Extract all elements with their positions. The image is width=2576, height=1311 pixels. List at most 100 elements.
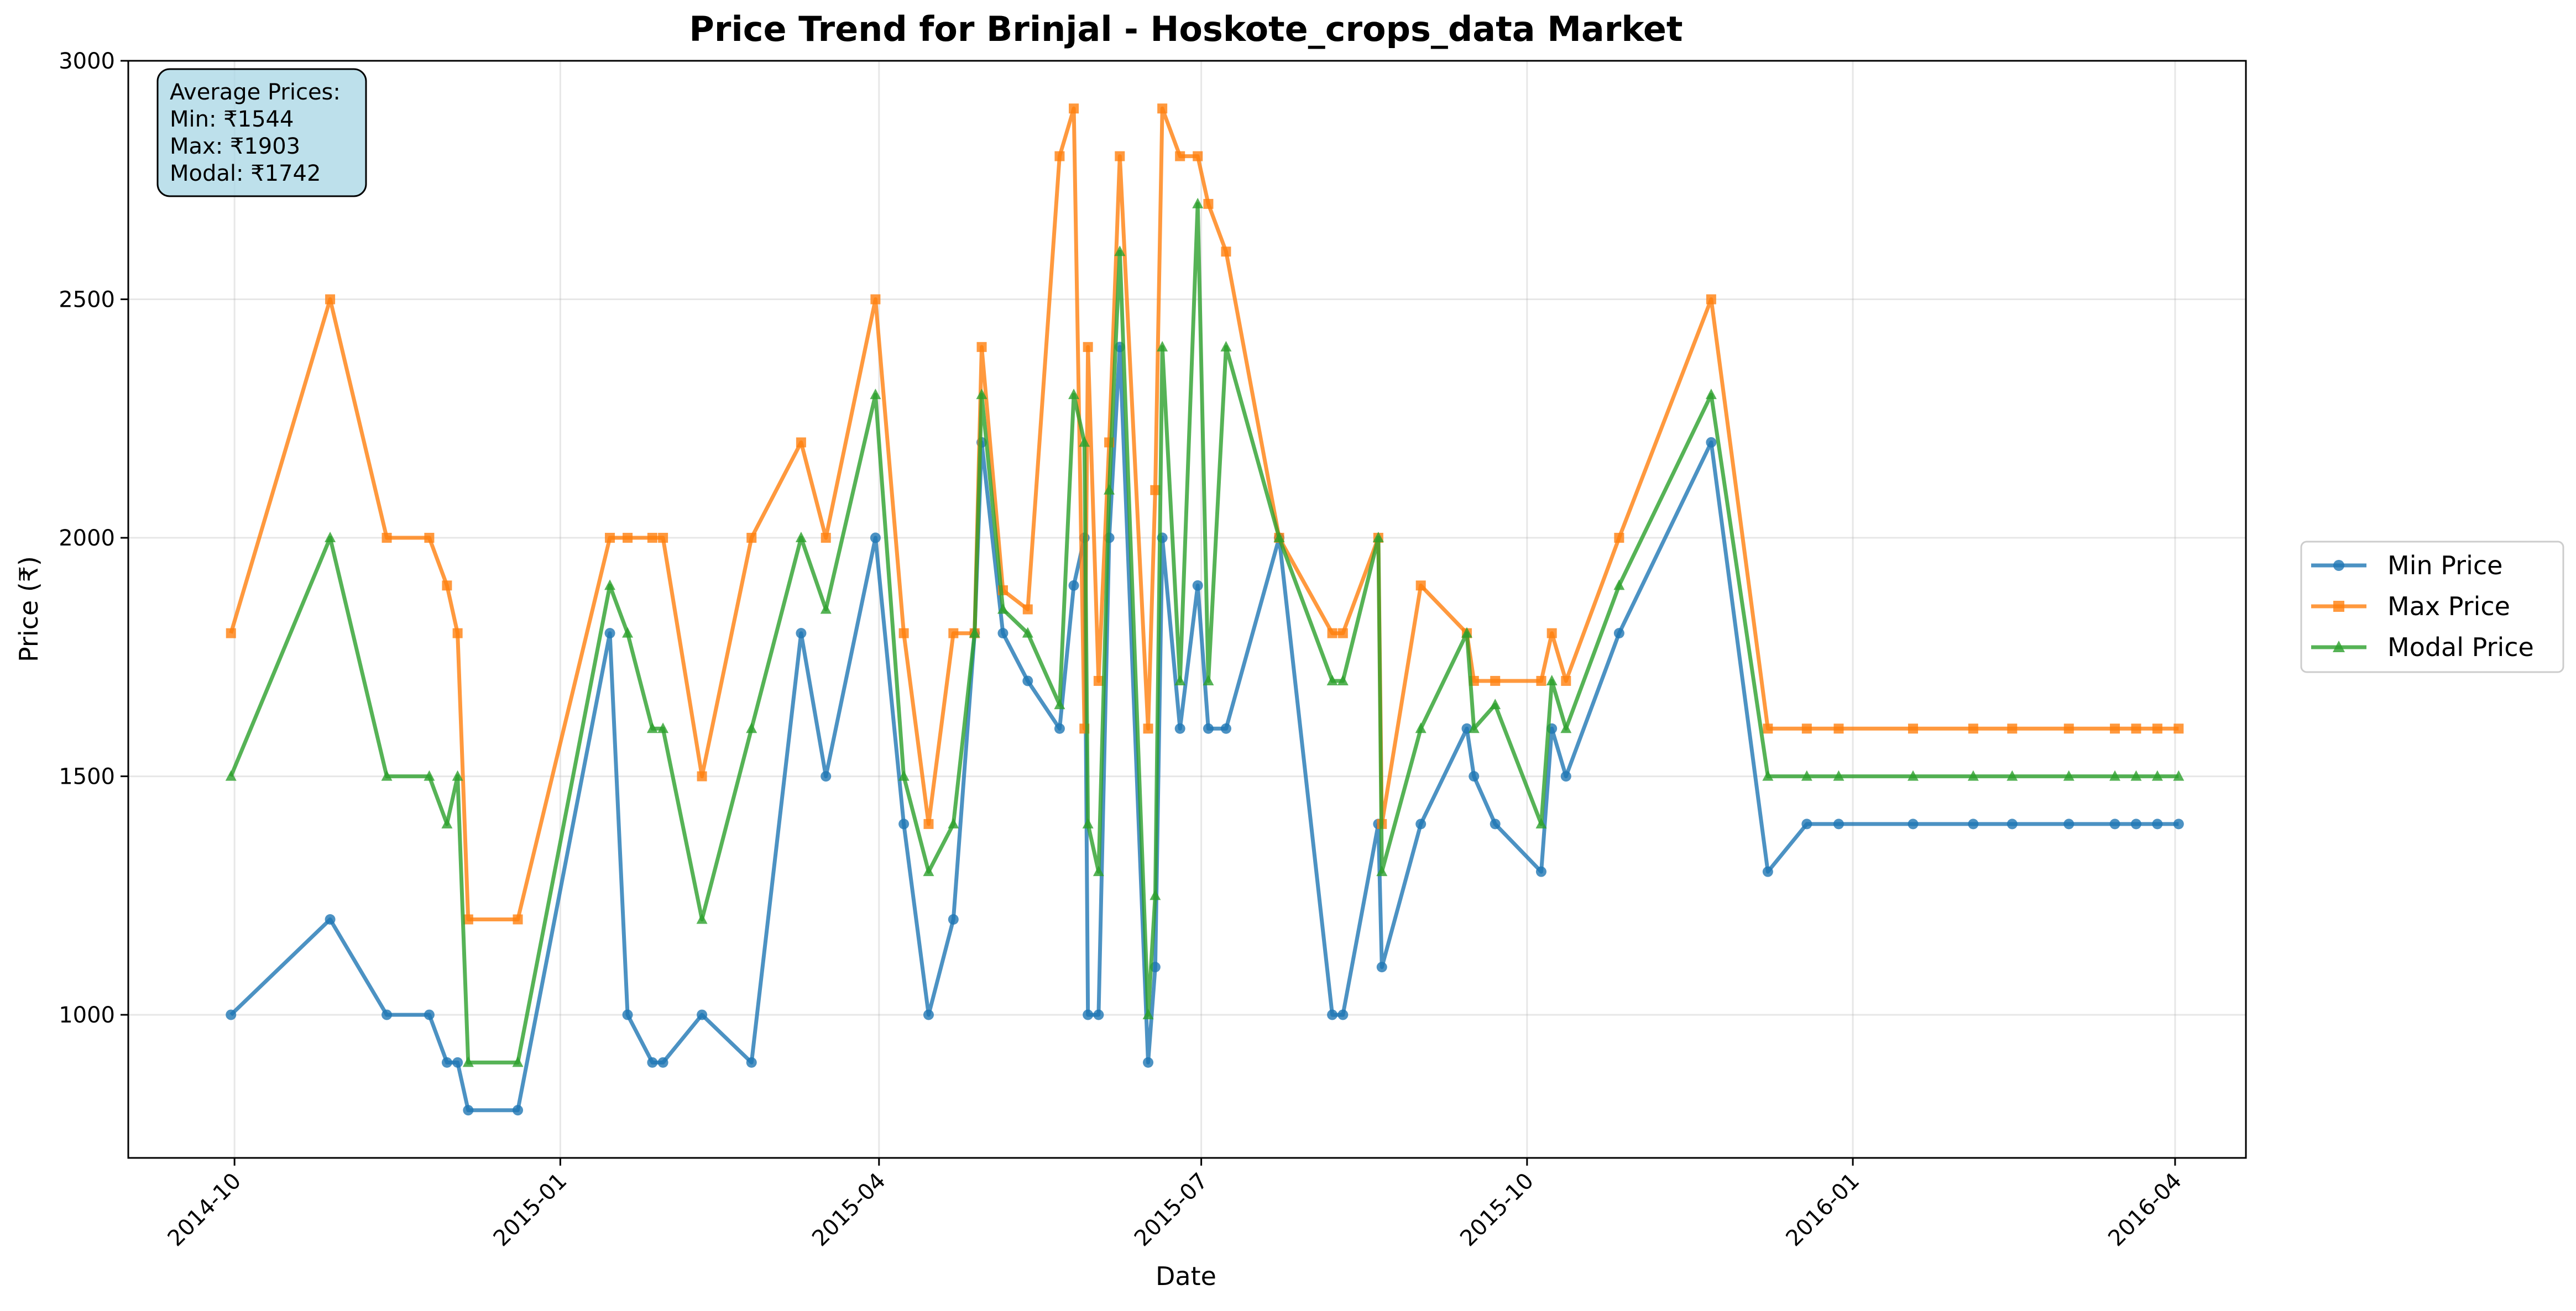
data-point-max-price xyxy=(1115,151,1125,161)
data-point-modal-price xyxy=(1705,389,1717,400)
data-point-max-price xyxy=(513,914,523,925)
annotation-line-heading: Average Prices: xyxy=(170,80,341,105)
data-point-min-price xyxy=(870,532,881,543)
data-point-min-price xyxy=(1143,1057,1154,1068)
data-point-max-price xyxy=(1193,151,1203,161)
data-point-max-price xyxy=(1801,723,1812,734)
data-point-max-price xyxy=(1614,533,1624,543)
data-point-modal-price xyxy=(1082,817,1094,828)
data-point-min-price xyxy=(424,1009,435,1020)
data-point-max-price xyxy=(226,628,236,638)
legend-marker-max-price xyxy=(2333,601,2344,612)
data-point-modal-price xyxy=(1203,674,1214,685)
data-point-modal-price xyxy=(1801,770,1812,781)
data-point-max-price xyxy=(1706,294,1716,305)
legend-marker-modal-price xyxy=(2333,641,2345,652)
data-point-modal-price xyxy=(870,389,881,400)
data-point-modal-price xyxy=(452,770,463,781)
data-point-max-price xyxy=(870,294,881,305)
data-point-max-price xyxy=(1083,342,1093,352)
data-point-min-price xyxy=(2063,819,2075,830)
data-point-max-price xyxy=(1415,580,1426,591)
data-point-modal-price xyxy=(1376,866,1388,877)
data-point-max-price xyxy=(1546,628,1557,638)
data-point-modal-price xyxy=(1104,484,1115,495)
annotation-line-max: Max: ₹1903 xyxy=(170,134,300,159)
data-point-modal-price xyxy=(1174,674,1186,685)
data-point-min-price xyxy=(325,914,336,925)
data-point-modal-price xyxy=(1490,699,1501,710)
data-point-modal-price xyxy=(1372,532,1384,543)
data-point-min-price xyxy=(2173,819,2184,830)
data-point-min-price xyxy=(1083,1009,1094,1020)
data-point-max-price xyxy=(658,533,668,543)
data-point-max-price xyxy=(2131,723,2141,734)
data-point-min-price xyxy=(948,914,959,925)
data-point-modal-price xyxy=(948,817,959,828)
data-point-modal-price xyxy=(746,722,757,733)
data-point-max-price xyxy=(452,628,463,638)
data-point-modal-price xyxy=(2109,770,2121,781)
data-point-modal-price xyxy=(657,722,669,733)
data-point-max-price xyxy=(1337,628,1348,638)
data-point-modal-price xyxy=(1068,389,1080,400)
legend: Min Price Max Price Modal Price xyxy=(2300,541,2564,673)
data-point-modal-price xyxy=(1326,674,1338,685)
annotation-line-min: Min: ₹1544 xyxy=(170,107,294,132)
data-point-min-price xyxy=(1613,628,1624,639)
data-point-max-price xyxy=(1908,723,1918,734)
data-point-modal-price xyxy=(1833,770,1845,781)
legend-frame xyxy=(2300,541,2564,673)
annotation-line-modal: Modal: ₹1742 xyxy=(170,161,321,186)
data-point-min-price xyxy=(1469,771,1480,782)
data-point-modal-price xyxy=(1762,770,1774,781)
data-point-max-price xyxy=(1763,723,1773,734)
data-point-modal-price xyxy=(1907,770,1919,781)
data-point-min-price xyxy=(1376,962,1387,973)
data-point-modal-price xyxy=(424,770,435,781)
data-point-max-price xyxy=(1327,628,1337,638)
data-point-min-price xyxy=(452,1057,463,1068)
data-point-min-price xyxy=(1054,723,1065,734)
data-point-modal-price xyxy=(1079,436,1090,447)
data-point-min-price xyxy=(1203,723,1214,734)
data-point-modal-price xyxy=(1273,532,1285,543)
data-point-min-price xyxy=(746,1057,757,1068)
data-point-max-price xyxy=(2152,723,2162,734)
data-point-modal-price xyxy=(1093,866,1104,877)
data-point-modal-price xyxy=(1535,817,1547,828)
data-point-min-price xyxy=(2007,819,2018,830)
data-point-modal-price xyxy=(1157,340,1168,352)
data-point-min-price xyxy=(923,1009,934,1020)
data-point-max-price xyxy=(325,294,336,305)
data-point-max-price xyxy=(1069,103,1079,114)
data-point-max-price xyxy=(821,533,831,543)
legend-label-modal-price: Modal Price xyxy=(2387,632,2534,662)
data-point-modal-price xyxy=(1114,245,1126,256)
data-point-modal-price xyxy=(976,389,987,400)
chart-title: Price Trend for Brinjal - Hoskote_crops_… xyxy=(689,9,1683,49)
y-tick-label: 2500 xyxy=(59,287,115,313)
data-point-max-price xyxy=(898,628,909,638)
data-point-modal-price xyxy=(1967,770,1979,781)
annotation-background xyxy=(156,68,367,197)
data-point-modal-price xyxy=(1142,1009,1154,1020)
data-point-max-price xyxy=(746,533,757,543)
data-point-max-price xyxy=(1022,604,1033,615)
data-point-modal-price xyxy=(1560,722,1572,733)
data-point-modal-price xyxy=(441,817,453,828)
data-point-max-price xyxy=(623,533,633,543)
data-point-max-price xyxy=(1536,675,1546,686)
data-point-min-price xyxy=(1762,866,1773,877)
data-point-max-price xyxy=(442,580,452,591)
legend-item-modal-price: Modal Price xyxy=(2311,632,2534,662)
data-point-max-price xyxy=(1203,198,1214,209)
data-point-max-price xyxy=(1157,103,1168,114)
data-point-max-price xyxy=(463,914,473,925)
data-point-modal-price xyxy=(2151,770,2163,781)
legend-label-min-price: Min Price xyxy=(2387,550,2502,580)
y-tick-label: 1500 xyxy=(59,764,115,790)
data-point-min-price xyxy=(2109,819,2120,830)
legend-label-max-price: Max Price xyxy=(2387,591,2510,621)
data-point-min-price xyxy=(1801,819,1812,830)
